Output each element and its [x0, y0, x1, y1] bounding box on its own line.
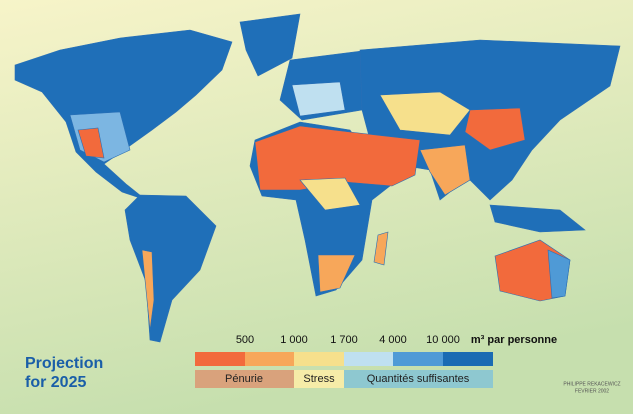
- madagascar: [373, 231, 389, 266]
- credit: PHILIPPE REKACEWICZ: [563, 381, 620, 387]
- china-north: [464, 107, 526, 151]
- threshold-label: 1 000: [280, 334, 308, 346]
- southern-africa: [317, 254, 356, 293]
- group-label: Quantités suffisantes: [367, 373, 470, 385]
- group-band: [294, 370, 344, 388]
- threshold-label: 10 000: [426, 334, 460, 346]
- legend: 500 1 000 1 700 4 000 10 000 m³ par pers…: [195, 334, 557, 388]
- us-southwest: [77, 127, 105, 159]
- credit: FEVRIER 2002: [575, 388, 609, 394]
- asia-central: [379, 91, 471, 136]
- legend-swatch: [344, 352, 393, 366]
- legend-swatch: [443, 352, 493, 366]
- world-map: [14, 13, 621, 343]
- group-band: [195, 370, 294, 388]
- threshold-label: 500: [236, 334, 254, 346]
- australia-east: [547, 249, 571, 299]
- group-label: Stress: [303, 373, 335, 385]
- indonesia: [489, 204, 586, 233]
- legend-swatch: [393, 352, 443, 366]
- south-asia: [419, 144, 471, 196]
- title: Projection: [25, 355, 103, 372]
- group-band: [344, 370, 493, 388]
- andes: [141, 249, 155, 331]
- threshold-label: 1 700: [330, 334, 358, 346]
- unit-label: m³ par personne: [471, 334, 557, 346]
- europe-central: [291, 81, 346, 117]
- legend-swatch: [294, 352, 344, 366]
- threshold-label: 4 000: [379, 334, 407, 346]
- greenland: [239, 13, 301, 77]
- title: for 2025: [25, 374, 86, 391]
- group-label: Pénurie: [225, 373, 263, 385]
- sahara-middle-east: [254, 125, 421, 191]
- legend-swatch: [245, 352, 294, 366]
- legend-swatch: [195, 352, 245, 366]
- sahel: [299, 177, 361, 211]
